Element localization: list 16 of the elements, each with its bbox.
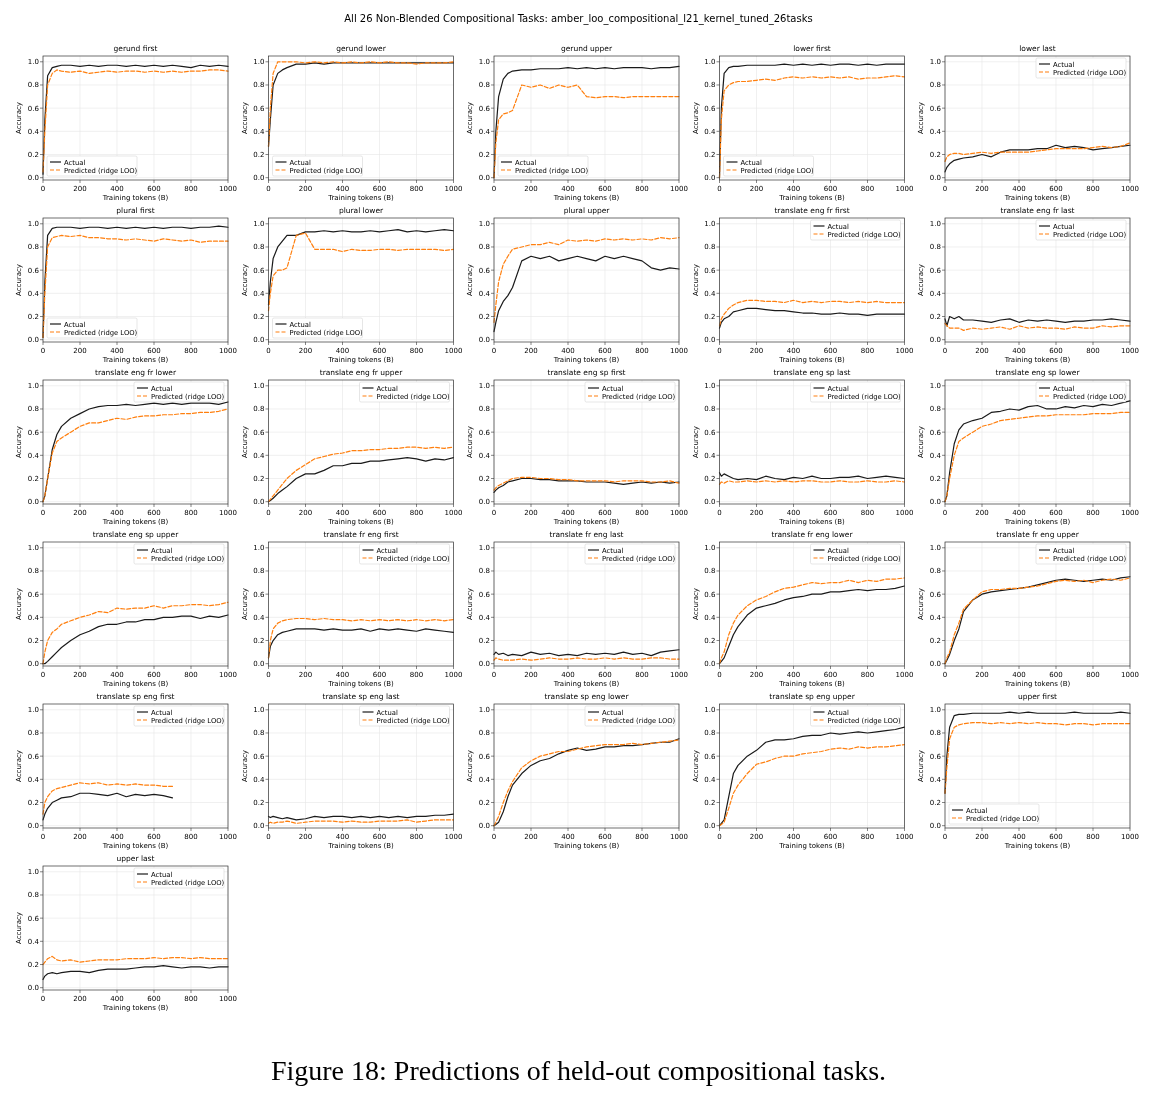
line-series xyxy=(718,299,906,327)
line-series xyxy=(267,457,455,503)
line-series xyxy=(42,955,229,966)
line-series xyxy=(42,614,229,665)
line-series xyxy=(718,472,906,481)
caption: Figure 18: Predictions of held-out compositional tasks. xyxy=(270,1055,887,1086)
line-series xyxy=(267,446,455,503)
line-series xyxy=(944,144,1131,173)
line-series xyxy=(944,322,1131,332)
line-series xyxy=(718,743,906,827)
text: All 26 Non-Blended Compositional Tasks: amber_loo_compositional_l21_kernel_tuned_26tasks xyxy=(344,13,813,25)
line-series xyxy=(944,315,1131,327)
line-series xyxy=(718,307,906,329)
line-series xyxy=(718,726,906,827)
line-series xyxy=(42,965,229,981)
line-series xyxy=(267,628,455,659)
